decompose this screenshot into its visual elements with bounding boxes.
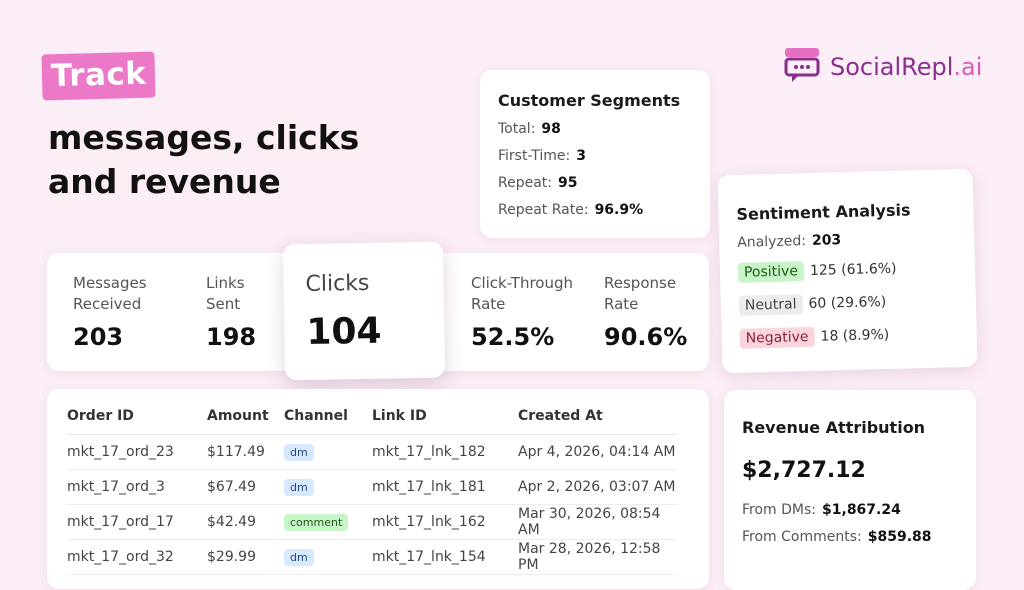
segment-repeat: Repeat: 95 [498,175,577,191]
segment-total: Total: 98 [498,121,561,137]
segment-label: Total: [498,121,536,137]
positive-value: 125 (61.6%) [809,260,897,279]
segment-repeat-rate: Repeat Rate: 96.9% [498,202,643,218]
amount-cell: $67.49 [207,469,284,505]
revenue-from-comments: From Comments: $859.88 [742,529,932,545]
table-row[interactable]: mkt_17_ord_17 $42.49 comment mkt_17_lnk_… [67,504,677,540]
link-id-cell: mkt_17_lnk_154 [372,539,518,575]
customer-segments-card: Customer Segments Total: 98 First-Time: 3 … [480,70,710,238]
channel-cell: dm [284,539,372,575]
created-at-cell: Mar 30, 2026, 08:54 AM [518,504,677,540]
created-at-cell: Apr 4, 2026, 04:14 AM [518,434,677,470]
sentiment-neutral: Neutral 60 (29.6%) [738,292,887,316]
brand-name-main: SocialRepl [830,53,954,81]
brand-logo: SocialRepl.ai [782,45,982,89]
revenue-total: $2,727.12 [742,458,866,483]
positive-pill: Positive [737,261,805,283]
revenue-from-dms: From DMs: $1,867.24 [742,502,901,518]
segment-value: 95 [558,175,578,191]
metric-value: 198 [206,323,257,351]
amount-cell: $42.49 [207,504,284,540]
sentiment-positive: Positive 125 (61.6%) [737,259,897,283]
channel-tag: dm [284,443,314,461]
storefront-chat-icon [782,45,822,89]
link-id-cell: mkt_17_lnk_162 [372,504,518,540]
link-id-cell: mkt_17_lnk_182 [372,434,518,470]
amount-cell: $117.49 [207,434,284,470]
brand-name-suffix: .ai [953,53,983,81]
metric-value: 52.5% [471,323,555,351]
segment-label: First-Time: [498,148,571,164]
column-header-order-id: Order ID [67,406,207,435]
headline-line-1: messages, clicks [48,118,360,157]
orders-card: Order ID Amount Channel Link ID Created … [47,389,709,589]
segment-label: Repeat: [498,175,552,191]
clicks-value: 104 [306,310,382,354]
revenue-value: $1,867.24 [822,502,901,518]
order-id-cell: mkt_17_ord_32 [67,539,207,575]
metric-response-rate: Response Rate 90.6% [604,273,694,351]
segment-value: 98 [541,121,561,137]
revenue-title: Revenue Attribution [742,418,926,437]
sentiment-title: Sentiment Analysis [736,200,911,224]
revenue-label: From DMs: [742,502,817,518]
headline-line-2: and revenue [48,162,281,201]
clicks-label: Clicks [305,270,370,298]
column-header-amount: Amount [207,406,284,435]
channel-tag: dm [284,548,314,566]
table-row[interactable]: mkt_17_ord_23 $117.49 dm mkt_17_lnk_182 … [67,434,677,470]
track-badge: Track [41,51,157,101]
metric-label: Click-Through Rate [471,274,573,313]
sentiment-negative: Negative 18 (8.9%) [739,325,890,349]
segment-value: 3 [576,148,586,164]
table-row[interactable]: mkt_17_ord_32 $29.99 dm mkt_17_lnk_154 M… [67,539,677,575]
created-at-cell: Apr 2, 2026, 03:07 AM [518,469,677,505]
revenue-label: From Comments: [742,529,862,545]
channel-cell: dm [284,434,372,470]
channel-cell: comment [284,504,372,540]
column-header-channel: Channel [284,406,372,435]
sentiment-analysis-card: Sentiment Analysis Analyzed: 203 Positive… [717,168,978,374]
customer-segments-title: Customer Segments [498,91,681,110]
order-id-cell: mkt_17_ord_23 [67,434,207,470]
orders-header-row: Order ID Amount Channel Link ID Created … [67,406,677,435]
brand-name: SocialRepl.ai [830,53,982,81]
segment-value: 96.9% [594,202,644,218]
analyzed-value: 203 [811,232,842,249]
segment-label: Repeat Rate: [498,202,589,218]
metric-value: 90.6% [604,323,688,351]
orders-table: Order ID Amount Channel Link ID Created … [67,406,677,575]
revenue-attribution-card: Revenue Attribution $2,727.12 From DMs: $… [724,390,976,590]
neutral-value: 60 (29.6%) [808,294,887,313]
metric-messages-received: Messages Received 203 [73,273,173,351]
sentiment-analyzed: Analyzed: 203 [737,232,841,251]
metric-links-sent: Links Sent 198 [206,273,266,351]
segment-first-time: First-Time: 3 [498,148,586,164]
metric-value: 203 [73,323,124,351]
table-row[interactable]: mkt_17_ord_3 $67.49 dm mkt_17_lnk_181 Ap… [67,469,677,505]
channel-cell: dm [284,469,372,505]
analyzed-label: Analyzed: [737,233,807,251]
link-id-cell: mkt_17_lnk_181 [372,469,518,505]
negative-value: 18 (8.9%) [820,326,890,345]
amount-cell: $29.99 [207,539,284,575]
headline: messages, clicks and revenue [48,116,359,204]
revenue-value: $859.88 [867,529,932,545]
channel-tag: dm [284,478,314,496]
created-at-cell: Mar 28, 2026, 12:58 PM [518,539,677,575]
negative-pill: Negative [739,326,815,349]
order-id-cell: mkt_17_ord_3 [67,469,207,505]
metric-clicks-card: Clicks 104 [282,241,446,381]
column-header-created-at: Created At [518,406,677,435]
metric-label: Links Sent [206,274,245,313]
channel-tag: comment [284,513,349,531]
column-header-link-id: Link ID [372,406,518,435]
metric-label: Messages Received [73,274,147,313]
metric-label: Response Rate [604,274,677,313]
neutral-pill: Neutral [738,294,803,316]
order-id-cell: mkt_17_ord_17 [67,504,207,540]
metric-click-through-rate: Click-Through Rate 52.5% [471,273,581,351]
